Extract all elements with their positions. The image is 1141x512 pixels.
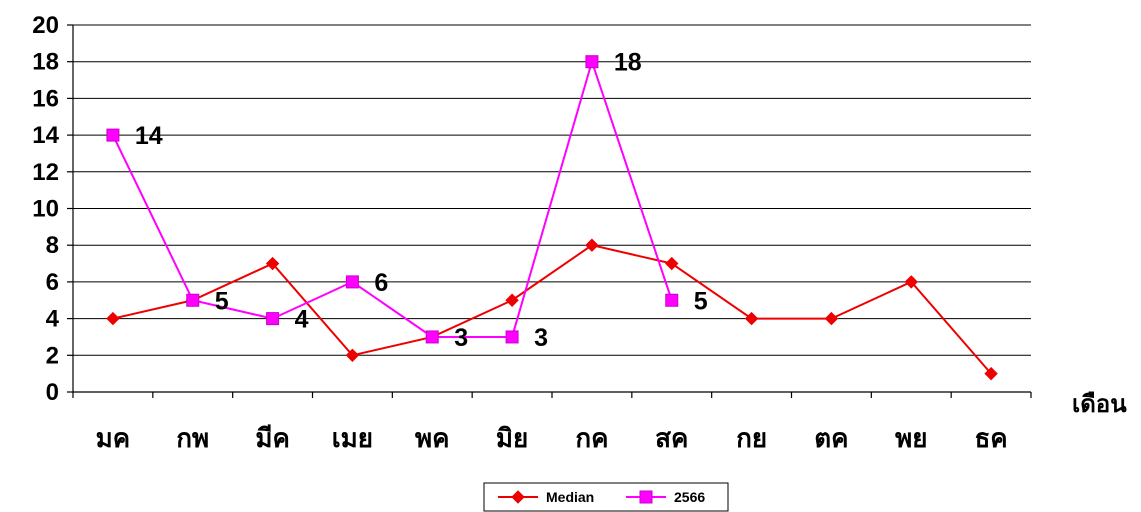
data-point-square [505,330,519,344]
y-tick-label: 20 [32,12,59,39]
y-tick-label: 4 [46,306,60,333]
x-tick-label: เมย [332,423,373,453]
y-tick-label: 12 [32,159,59,186]
x-tick-label: กพ [176,423,209,453]
axes [67,24,1032,398]
data-label: 14 [135,122,163,150]
x-tick-label: กย [736,423,767,453]
data-point-square [186,293,200,307]
data-point-square [106,128,120,142]
data-point-square [266,312,280,326]
data-point-square [585,55,599,69]
data-label: 4 [295,306,309,334]
data-point-diamond [106,311,120,326]
series-line [112,244,992,375]
x-tick-label: ธค [974,423,1007,453]
data-label: 5 [215,287,229,315]
data-point-diamond [824,311,839,326]
data-label: 3 [454,324,468,352]
data-label: 3 [534,324,548,352]
x-tick-label: พย [895,423,927,453]
legend-entry: 2566 [674,489,705,505]
data-point-diamond [744,311,759,326]
y-tick-label: 6 [46,269,59,296]
series-Median [106,238,998,381]
y-tick-label: 10 [32,196,59,223]
data-label: 18 [614,49,642,77]
data-point-diamond [585,238,599,252]
data-point-square [425,330,439,344]
x-tick-label: พค [415,423,450,453]
y-tick-label: 14 [32,122,59,149]
legend: Median 2566 [483,482,729,512]
x-axis-label: เดือน [1072,391,1127,418]
data-label: 6 [374,269,388,297]
x-tick-label: กค [575,423,608,453]
legend-entry: Median [546,489,594,505]
data-point-diamond [265,256,280,271]
data-point-diamond [665,256,679,271]
data-point-diamond [505,293,519,307]
data-point-square [345,275,359,289]
series-line [112,58,673,338]
y-tick-label: 18 [32,49,59,76]
data-point-diamond [511,490,525,504]
y-tick-label: 2 [46,342,59,369]
series-2566 [106,55,679,344]
data-point-square [665,293,679,307]
x-tick-label: ตค [814,423,848,453]
x-tick-labels: มค กพ มีค เมย พค มิย กค สค กย ตค พย ธค [96,423,1008,453]
x-tick-label: มค [96,423,131,453]
data-point-diamond [984,366,998,381]
x-tick-label: มีค [255,423,290,453]
data-labels: 14 5 4 6 3 3 18 5 [135,49,708,352]
x-tick-label: มิย [496,423,528,453]
series [106,55,998,381]
data-point-diamond [345,348,360,363]
y-tick-labels: 0 2 4 6 8 10 12 14 16 18 20 [32,12,59,406]
y-tick-label: 8 [46,232,59,259]
y-tick-label: 0 [46,379,59,406]
data-point-square [639,490,653,504]
x-tick-label: สค [655,423,688,453]
data-point-diamond [904,275,918,289]
y-tick-label: 16 [32,85,59,112]
data-label: 5 [694,287,708,315]
